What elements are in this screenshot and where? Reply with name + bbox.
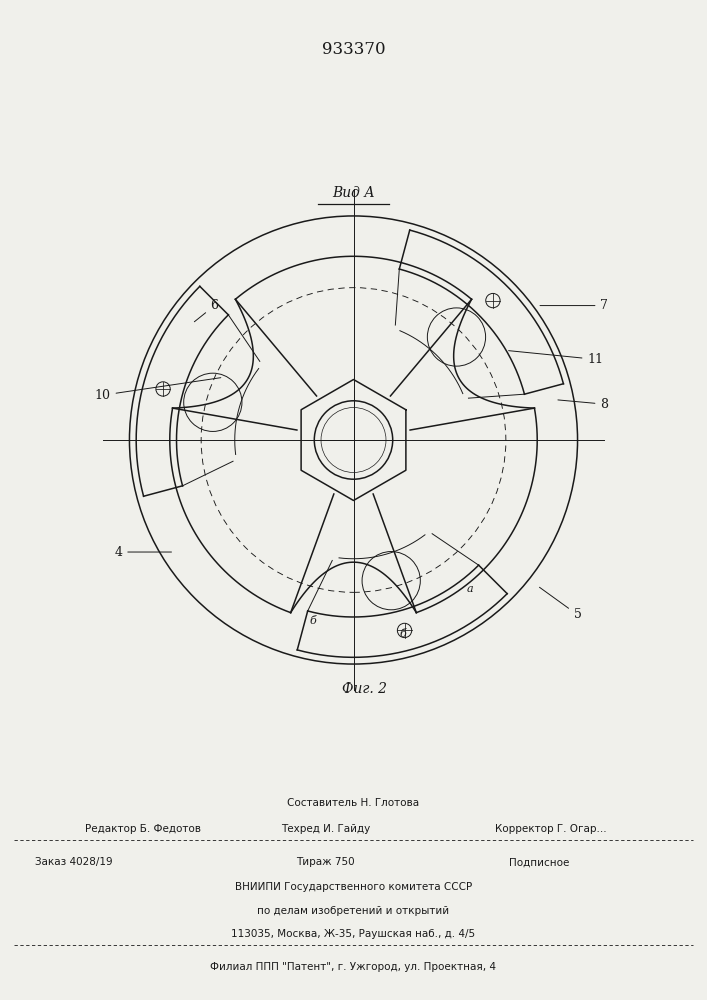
Text: Редактор Б. Федотов: Редактор Б. Федотов [85, 824, 201, 834]
Text: Вид А: Вид А [332, 186, 375, 200]
Text: 4: 4 [115, 546, 172, 559]
Text: Составитель Н. Глотова: Составитель Н. Глотова [288, 798, 419, 808]
Text: Заказ 4028/19: Заказ 4028/19 [35, 857, 113, 867]
Text: Филиал ППП "Патент", г. Ужгород, ул. Проектная, 4: Филиал ППП "Патент", г. Ужгород, ул. Про… [211, 962, 496, 972]
Text: Фиг. 2: Фиг. 2 [342, 682, 387, 696]
Text: 933370: 933370 [322, 41, 385, 58]
Text: б: б [399, 629, 406, 639]
Text: по делам изобретений и открытий: по делам изобретений и открытий [257, 906, 450, 916]
Text: 113035, Москва, Ж-35, Раушская наб., д. 4/5: 113035, Москва, Ж-35, Раушская наб., д. … [231, 929, 476, 939]
Text: Тираж 750: Тираж 750 [296, 857, 354, 867]
Text: 10: 10 [95, 378, 221, 402]
Text: ВНИИПИ Государственного комитета СССР: ВНИИПИ Государственного комитета СССР [235, 882, 472, 892]
Text: б: б [310, 616, 317, 626]
Text: Техред И. Гайду: Техред И. Гайду [281, 824, 370, 834]
Text: 8: 8 [558, 398, 609, 411]
Text: Корректор Г. Огар...: Корректор Г. Огар... [495, 824, 607, 834]
Text: 7: 7 [540, 299, 608, 312]
Text: 5: 5 [539, 587, 581, 621]
Text: а: а [467, 584, 473, 594]
Text: 11: 11 [508, 351, 604, 366]
Text: 6: 6 [194, 299, 218, 322]
Text: Подписное: Подписное [509, 857, 569, 867]
